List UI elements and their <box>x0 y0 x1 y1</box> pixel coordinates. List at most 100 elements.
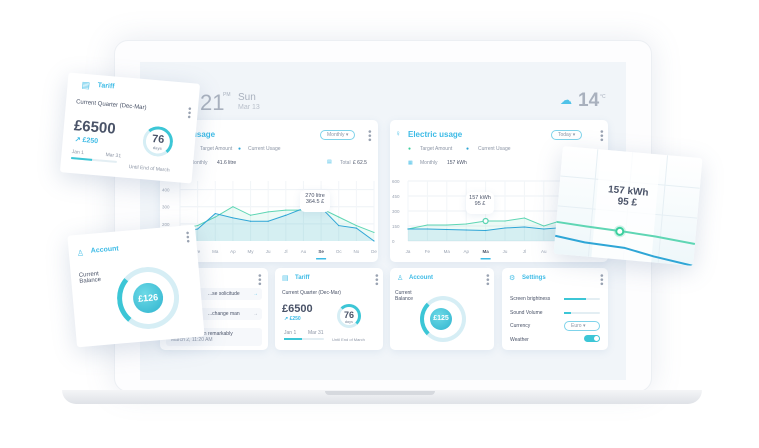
tariff-menu-button[interactable]: ••• <box>372 274 382 287</box>
volume-label: Sound Volume <box>510 310 543 316</box>
notifications-menu-button[interactable]: ••• <box>255 274 265 287</box>
data-point <box>426 228 428 230</box>
series-area <box>408 218 564 241</box>
currency-value: Euro <box>571 323 582 329</box>
electric-menu-button[interactable]: ••• <box>597 130 607 143</box>
x-tick-label: Se <box>318 249 324 254</box>
x-tick-label: Ap <box>230 249 236 254</box>
days-value: 76 <box>151 132 165 147</box>
account-menu-button[interactable]: ••• <box>483 274 493 287</box>
currency-select[interactable]: Euro ▾ <box>564 321 600 331</box>
tariff-delta: ↗ £250 <box>74 136 99 146</box>
tooltip-kwh: 157 kWh <box>469 195 491 201</box>
x-tick-label: Fe <box>425 249 431 254</box>
data-point <box>214 212 216 215</box>
gear-icon: ⚙ <box>509 275 516 282</box>
tariff-card: ▤ Tariff ••• Current Quarter (Dec-Mar) £… <box>275 268 383 350</box>
account-menu-button[interactable]: ••• <box>182 230 194 245</box>
user-icon: ♙ <box>397 275 404 282</box>
data-point <box>232 206 234 208</box>
data-point <box>523 226 525 228</box>
x-tick-label: Ma <box>444 249 451 254</box>
temperature: 14 <box>578 90 600 111</box>
y-tick-label: 400 <box>162 188 170 193</box>
day: Sun <box>238 92 256 103</box>
notification-time: March 2, 11:20 AM <box>171 337 213 343</box>
electric-period-value: Today <box>558 132 572 138</box>
electric-legend-current: Current Usage <box>478 146 511 152</box>
series-area <box>408 227 564 241</box>
data-point <box>373 231 375 234</box>
zoom-point <box>615 226 625 236</box>
x-tick-label: Ap <box>463 249 469 254</box>
tariff-menu-button[interactable]: ••• <box>183 106 196 120</box>
settings-title: Settings <box>522 275 546 281</box>
tariff-end: Mar 31 <box>308 330 324 336</box>
electric-legend-target: Target Amount <box>420 146 453 152</box>
water-menu-button[interactable]: ••• <box>365 130 375 143</box>
arrow-right-icon: → <box>253 291 258 297</box>
electric-period-select[interactable]: Today ▾ <box>551 130 583 140</box>
laptop-base <box>62 390 702 404</box>
calendar-icon: ▦ <box>408 160 413 166</box>
currency-label: Currency <box>510 323 531 329</box>
balance-label: Current Balance <box>395 290 414 302</box>
target-dot-icon: ● <box>408 146 412 152</box>
x-tick-label: My <box>248 249 255 254</box>
highlight-point <box>482 217 489 225</box>
water-period-select[interactable]: Monthly ▾ <box>320 130 356 140</box>
notification-text: ...se solicitude <box>208 291 240 297</box>
data-point <box>485 229 487 232</box>
electric-summary-value: 157 kWh <box>447 160 467 166</box>
data-point <box>465 223 467 225</box>
series-line-target-amount <box>179 206 375 233</box>
water-usage-card: usage Monthly ▾ ••• Target Amount ● Curr… <box>160 120 378 262</box>
tariff-amount: £6500 <box>73 117 117 138</box>
cloud-snow-icon: ☁ <box>560 93 572 107</box>
tariff-title: Tariff <box>97 82 115 91</box>
days-value: 76 <box>343 310 354 320</box>
water-legend-target: Target Amount <box>200 146 233 152</box>
tooltip-cost: 95 £ <box>474 201 486 207</box>
water-chart: 400300200JaFeMaApMyJuJlAuSeOcNoDe <box>162 181 377 260</box>
x-tick-label: No <box>353 249 359 254</box>
volume-slider[interactable] <box>564 312 600 314</box>
tariff-icon: ▤ <box>81 79 91 91</box>
data-point <box>285 214 287 216</box>
data-point <box>504 220 506 222</box>
data-point <box>504 227 506 229</box>
data-point <box>543 228 545 230</box>
data-point <box>249 214 252 216</box>
settings-card: ⚙ Settings ••• Screen brightness Sound V… <box>502 268 608 350</box>
days-label: days <box>345 320 353 324</box>
electric-title: Electric usage <box>408 130 463 139</box>
data-point <box>446 228 448 231</box>
settings-menu-button[interactable]: ••• <box>597 274 607 287</box>
zoom-current-line <box>554 234 694 266</box>
data-point <box>338 224 340 227</box>
x-tick-label: Ma <box>212 249 219 254</box>
weather-toggle[interactable] <box>584 335 600 342</box>
water-total-label: Total <box>340 160 351 166</box>
x-tick-label: Oc <box>336 249 343 254</box>
tariff-delta: ↗ £250 <box>284 316 301 322</box>
floating-electric-zoom: 157 kWh 95 £ <box>553 146 703 266</box>
data-point <box>426 224 428 226</box>
x-tick-label: Jl <box>523 249 526 254</box>
days-ring: 76 days <box>141 125 175 158</box>
tariff-start: Jan 1 <box>284 330 297 336</box>
tooltip-litre: 270 litre <box>305 193 325 199</box>
temp-unit: °C <box>600 94 606 100</box>
data-point <box>232 217 234 219</box>
y-tick-label: 600 <box>392 179 400 184</box>
clock-ampm: PM <box>223 92 231 98</box>
y-tick-label: 450 <box>392 194 400 199</box>
brightness-slider[interactable] <box>564 298 600 300</box>
tariff-start: Jan 1 <box>71 149 85 157</box>
y-tick-label: 200 <box>162 222 170 227</box>
data-point <box>523 217 525 219</box>
tariff-progress <box>284 338 324 340</box>
zoom-tooltip: 157 kWh 95 £ <box>602 184 654 210</box>
water-period-value: Monthly <box>327 132 345 138</box>
water-title: usage <box>192 130 216 139</box>
